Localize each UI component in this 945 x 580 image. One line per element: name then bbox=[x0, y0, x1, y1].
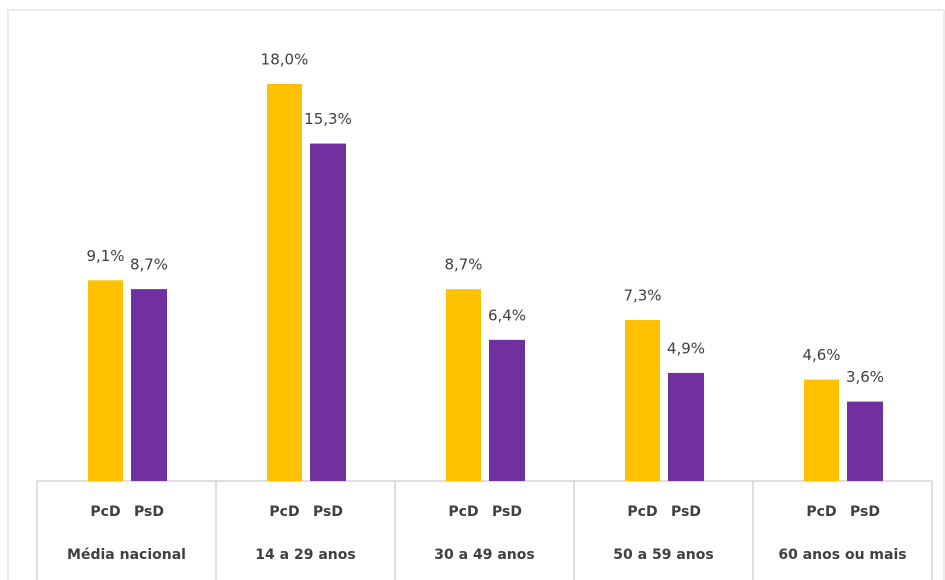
data-label: 4,9% bbox=[667, 339, 705, 357]
bar bbox=[489, 339, 525, 481]
bar bbox=[88, 280, 123, 481]
data-label: 18,0% bbox=[261, 51, 309, 69]
series-label: PcD bbox=[90, 504, 120, 520]
data-label: 3,6% bbox=[846, 368, 884, 386]
category-label: 30 a 49 anos bbox=[434, 547, 534, 563]
bar bbox=[131, 289, 167, 481]
series-label: PsD bbox=[492, 504, 522, 520]
series-label: PsD bbox=[134, 504, 164, 520]
category-label: 14 a 29 anos bbox=[255, 547, 355, 563]
series-label: PcD bbox=[806, 504, 836, 520]
data-label: 4,6% bbox=[802, 346, 840, 364]
series-label: PsD bbox=[671, 504, 701, 520]
bar bbox=[804, 379, 839, 481]
series-label: PsD bbox=[313, 504, 343, 520]
data-label: 8,7% bbox=[130, 256, 168, 274]
category-label: 60 anos ou mais bbox=[778, 547, 906, 563]
data-label: 15,3% bbox=[304, 110, 352, 128]
bar bbox=[446, 289, 481, 481]
data-label: 8,7% bbox=[444, 256, 482, 274]
data-label: 7,3% bbox=[623, 286, 661, 304]
series-label: PsD bbox=[850, 504, 880, 520]
bar bbox=[625, 319, 660, 481]
category-label: 50 a 59 anos bbox=[613, 547, 713, 563]
bar bbox=[310, 143, 346, 482]
data-label: 9,1% bbox=[86, 247, 124, 265]
bar bbox=[668, 372, 704, 481]
chart-frame bbox=[7, 9, 945, 580]
bar bbox=[847, 401, 883, 481]
series-label: PcD bbox=[627, 504, 657, 520]
data-label: 6,4% bbox=[488, 306, 526, 324]
bar bbox=[267, 84, 302, 481]
series-label: PcD bbox=[448, 504, 478, 520]
series-label: PcD bbox=[269, 504, 299, 520]
category-label: Média nacional bbox=[67, 547, 186, 563]
